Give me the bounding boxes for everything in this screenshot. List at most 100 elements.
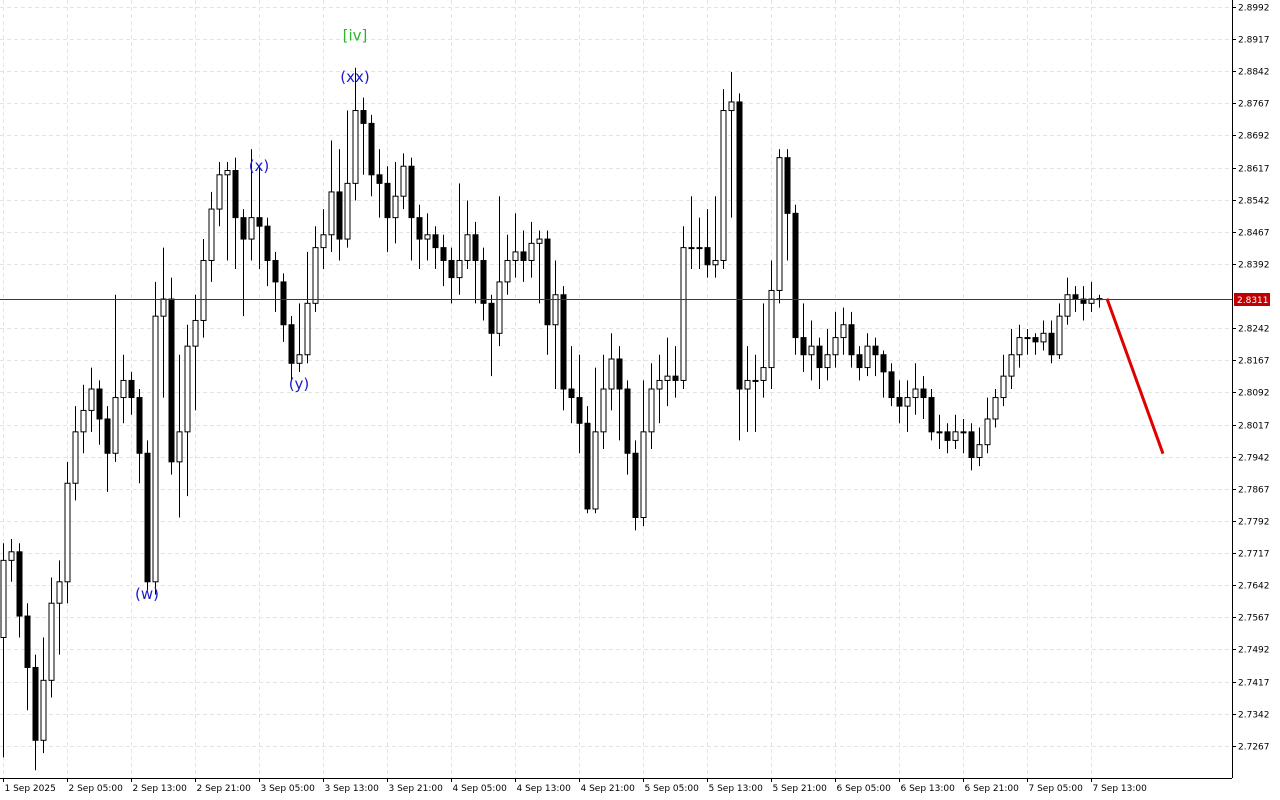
candle-body [920, 388, 927, 399]
candle-body [888, 371, 895, 399]
candle-body [784, 157, 791, 214]
candle-body [16, 551, 23, 617]
candle-body [320, 234, 327, 249]
x-tick-label: 3 Sep 21:00 [389, 784, 444, 794]
candle-body [312, 247, 319, 304]
candle-body [544, 238, 551, 326]
candle-body [872, 345, 879, 356]
candle-body [288, 324, 295, 364]
candle-body [656, 379, 663, 390]
candle-body [112, 397, 119, 454]
candle-body [8, 551, 15, 561]
candle-body [1000, 375, 1007, 399]
candle-body [264, 225, 271, 261]
y-tick-label: 2.8617 [1238, 165, 1270, 175]
x-tick-label: 7 Sep 13:00 [1093, 784, 1148, 794]
y-tick-label: 2.7342 [1238, 711, 1270, 721]
candle-body [1032, 337, 1039, 343]
candle-body [536, 238, 543, 244]
candle-body [96, 388, 103, 420]
candle-body [792, 212, 799, 339]
candle-body [192, 319, 199, 347]
candle-body [720, 110, 727, 261]
wave-label: (w) [135, 585, 159, 603]
candle-body [696, 247, 703, 250]
candle-body [752, 379, 759, 382]
y-tick-label: 2.8242 [1238, 325, 1270, 335]
y-tick-label: 2.8992 [1238, 4, 1270, 14]
x-tick-label: 3 Sep 13:00 [325, 784, 380, 794]
x-tick-label: 6 Sep 13:00 [901, 784, 956, 794]
candle-body [880, 354, 887, 373]
candle-body [808, 345, 815, 356]
y-tick-label: 2.8692 [1238, 132, 1270, 142]
y-tick-label: 2.8917 [1238, 36, 1270, 46]
candle-body [248, 217, 255, 240]
candle-body [256, 217, 263, 227]
candle-body [224, 170, 231, 176]
candle-body [208, 208, 215, 261]
wave-label: [iv] [343, 27, 368, 45]
candle-body [392, 195, 399, 219]
candle-body [1056, 315, 1063, 356]
current-price-box [1234, 293, 1270, 306]
candle-body [824, 354, 831, 369]
candle-body [960, 431, 967, 434]
candle-body [560, 294, 567, 390]
candle-body [488, 302, 495, 334]
y-tick-label: 2.7492 [1238, 646, 1270, 656]
candle-body [464, 234, 471, 261]
candle-body [176, 431, 183, 463]
candle-body [160, 298, 167, 317]
candle-body [432, 234, 439, 249]
candle-body [704, 247, 711, 266]
candle-body [1024, 337, 1031, 340]
candle-body [680, 247, 687, 381]
axes: 2.8992 2.8917 2.8842 2.8767 2.8692 2.8617 2.85… [3, 4, 1270, 794]
candle-body [0, 559, 7, 638]
y-tick-label: 2.8767 [1238, 100, 1270, 110]
candle-body [848, 324, 855, 356]
candle-body [424, 234, 431, 240]
wave-label: (y) [289, 375, 310, 393]
candle-body [768, 289, 775, 369]
candle-body [136, 397, 143, 454]
candle-body [648, 388, 655, 433]
candle-body [904, 397, 911, 407]
candle-body [584, 422, 591, 510]
x-tick-label: 4 Sep 21:00 [581, 784, 636, 794]
candle-body [608, 358, 615, 390]
candle-body [232, 170, 239, 219]
candle-body [240, 217, 247, 240]
candle-body [728, 101, 735, 112]
candle-body [928, 397, 935, 433]
candle-body [984, 418, 991, 446]
candle-body [1016, 337, 1023, 356]
x-tick-label: 2 Sep 21:00 [197, 784, 252, 794]
x-tick-label: 6 Sep 05:00 [837, 784, 892, 794]
candle-body [520, 251, 527, 261]
candle-body [216, 174, 223, 210]
candle-body [952, 431, 959, 441]
x-tick-label: 3 Sep 05:00 [261, 784, 316, 794]
y-tick-label: 2.7267 [1238, 743, 1270, 753]
candle-body [32, 666, 39, 741]
x-tick-label: 6 Sep 21:00 [965, 784, 1020, 794]
candle-body [1008, 354, 1015, 377]
plot: (w) (x) (y) (xx) [iv] [0, 27, 1232, 771]
candle-body [272, 259, 279, 283]
y-tick-label: 2.8167 [1238, 357, 1270, 367]
wave-label: (xx) [340, 68, 369, 86]
candle-body [936, 431, 943, 434]
candle-body [896, 397, 903, 407]
candle-body [480, 259, 487, 304]
candle-body [144, 452, 151, 583]
candle-body [72, 431, 79, 484]
candle-body [128, 379, 135, 399]
candle-body [528, 242, 535, 261]
candle-body [472, 234, 479, 261]
candle-body [280, 281, 287, 326]
y-tick-label: 2.8467 [1238, 229, 1270, 239]
